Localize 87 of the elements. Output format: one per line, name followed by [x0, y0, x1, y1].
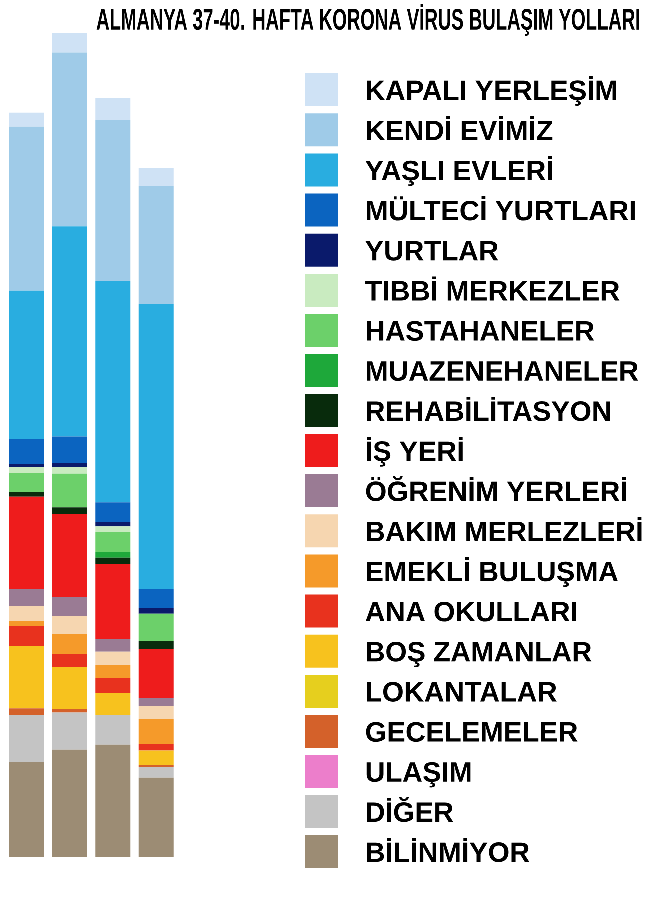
- bar: [96, 744, 131, 857]
- bar: [96, 120, 131, 282]
- text: ALMANYA 37-40. HAFTA KORONA VİRUS BULAŞIM YOLLARI: [96, 4, 640, 36]
- bar: [9, 464, 44, 468]
- legend-label: HASTAHANELER: [367, 321, 594, 342]
- bar: [9, 589, 44, 606]
- bar: [96, 558, 131, 564]
- legend-label: ÖĞRENİM YERLERİ: [366, 476, 626, 502]
- bar: [9, 621, 44, 626]
- legend-label: MUAZENEHANELER: [367, 362, 638, 382]
- bar: [52, 616, 88, 635]
- bar: [138, 186, 174, 304]
- bar: [9, 467, 44, 474]
- bar: [9, 126, 44, 291]
- bar: [138, 744, 174, 751]
- legend-label: BİLİNMİYOR: [367, 838, 530, 862]
- bar: [52, 597, 88, 616]
- legend-label: DİĞER: [367, 797, 454, 822]
- bar: [138, 589, 174, 608]
- bar: [138, 608, 174, 614]
- bar: [138, 706, 174, 720]
- bar: [52, 654, 88, 668]
- bar: [52, 467, 88, 474]
- bar: [9, 762, 44, 857]
- bar: [96, 281, 131, 503]
- bar: [138, 614, 174, 642]
- legend-label: BOŞ ZAMANLAR: [367, 642, 592, 668]
- legend-label: MÜLTECİ YURTLARI: [367, 196, 635, 221]
- bar: [52, 463, 88, 468]
- bar: [138, 750, 174, 766]
- bar: [138, 168, 174, 186]
- bar: [96, 98, 131, 120]
- bar: [138, 649, 174, 698]
- bar: [96, 693, 131, 716]
- bar: [52, 226, 88, 437]
- bar: [138, 719, 174, 744]
- bar: [96, 502, 131, 522]
- bar: [9, 646, 44, 709]
- legend-label: ANA OKULLARI: [366, 602, 576, 622]
- legend-label: İŞ YERİ: [367, 437, 463, 467]
- bar: [9, 112, 44, 127]
- bar: [9, 492, 44, 497]
- legend-label: EMEKLİ BULUŞMA: [367, 557, 618, 588]
- bar: [52, 710, 88, 713]
- bar: [138, 641, 174, 650]
- legend-label: REHABİLİTASYON: [367, 397, 610, 422]
- bar: [96, 526, 131, 532]
- bar: [9, 496, 44, 590]
- bar: [9, 290, 44, 440]
- bar: [9, 708, 44, 716]
- legend-label: LOKANTALAR: [367, 682, 557, 702]
- bar: [52, 474, 88, 508]
- bar: [138, 304, 174, 590]
- bar: [9, 473, 44, 492]
- bar: [96, 552, 131, 558]
- bar: [52, 712, 88, 750]
- bar: [96, 678, 131, 694]
- bar: [52, 750, 88, 857]
- bar: [52, 634, 88, 654]
- bar: [52, 667, 88, 710]
- legend-label: TIBBİ MERKEZLER: [366, 276, 620, 301]
- legend-label: GECELEMELER: [366, 722, 578, 742]
- legend-label: KAPALI YERLEŞİM: [367, 76, 616, 106]
- bar: [9, 606, 44, 622]
- bar: [96, 564, 131, 640]
- legend-label: YURTLAR: [366, 241, 498, 261]
- bar: [96, 665, 131, 678]
- legend-label: ULAŞIM: [366, 762, 471, 788]
- legend-label: KENDİ EVİMİZ: [367, 116, 553, 140]
- bar: [138, 698, 174, 706]
- bar: [96, 532, 131, 552]
- legend-label: YAŞLI EVLERİ: [366, 156, 552, 186]
- bar: [96, 652, 131, 666]
- bar: [96, 715, 131, 745]
- bar: [52, 436, 88, 464]
- bar: [96, 522, 131, 527]
- bar: [138, 767, 174, 778]
- bar: [9, 626, 44, 646]
- bar: [52, 32, 88, 53]
- bar: [138, 778, 174, 857]
- legend-label: BAKIM MERLEZLERİ: [367, 517, 642, 542]
- bar: [52, 514, 88, 598]
- bar: [9, 715, 44, 762]
- bar: [96, 639, 131, 652]
- bar: [9, 439, 44, 464]
- bar: [52, 508, 88, 514]
- bar: [52, 52, 88, 227]
